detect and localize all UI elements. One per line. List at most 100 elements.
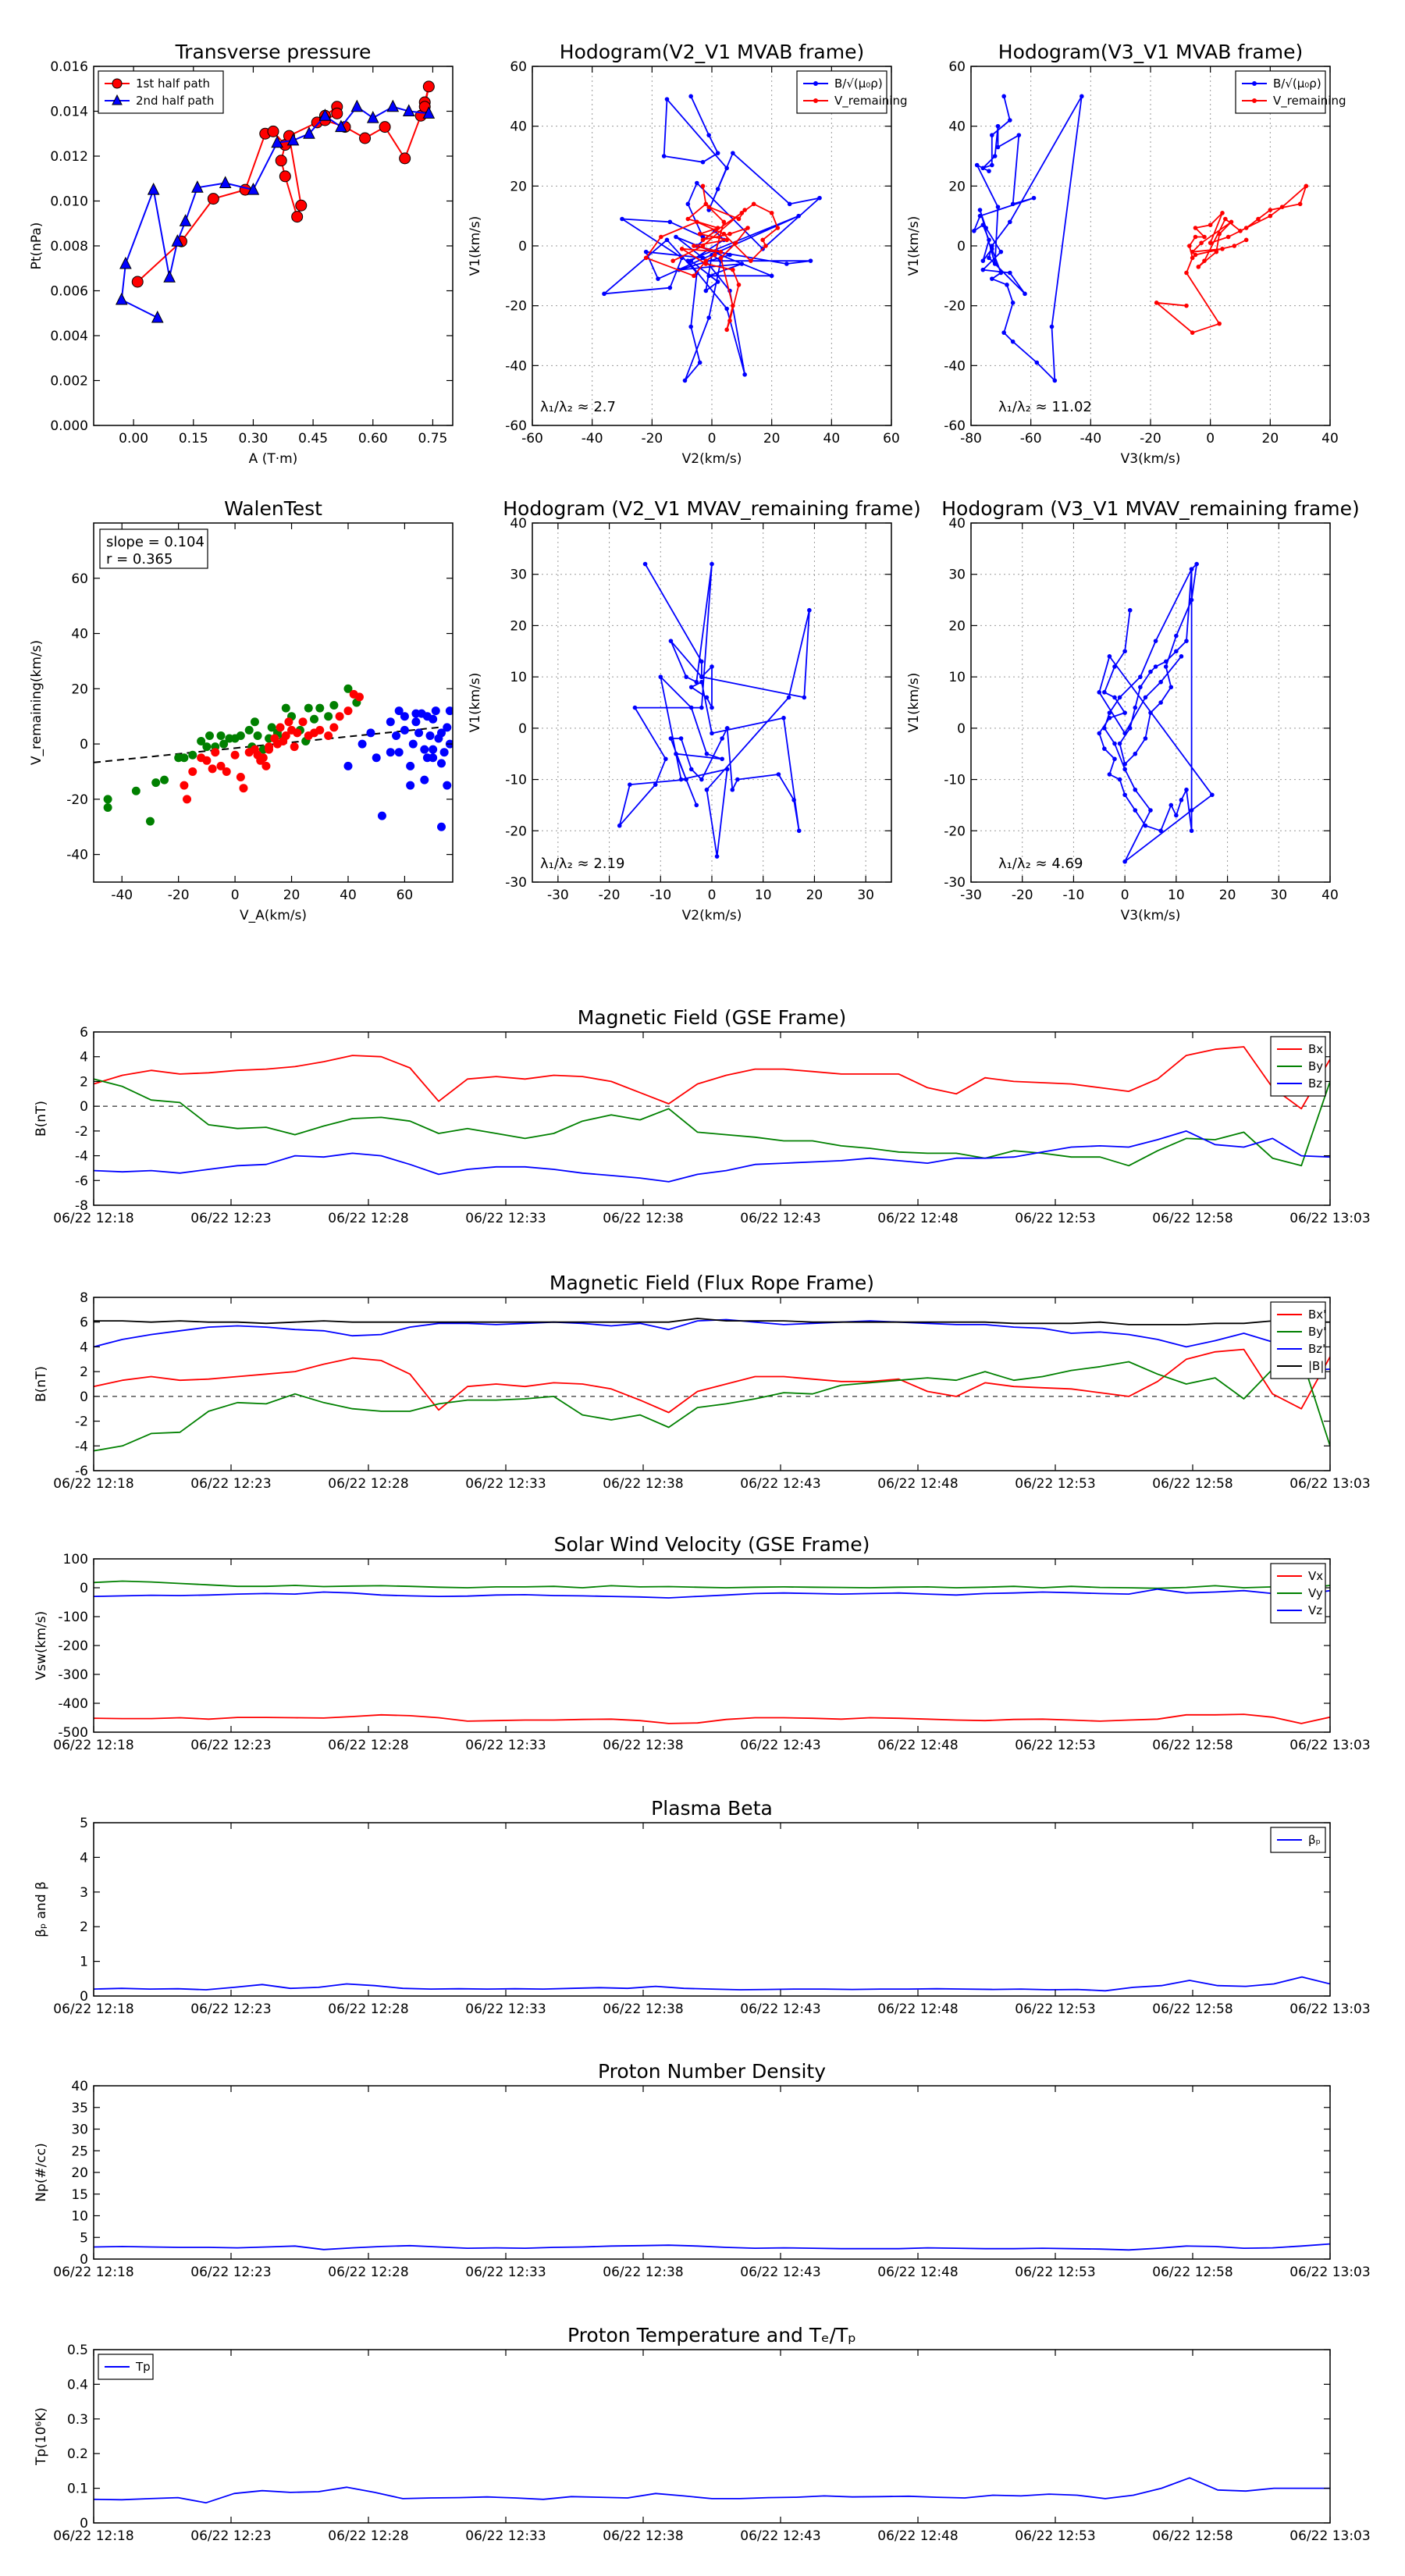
x-tick-label: 06/22 12:33 xyxy=(465,1211,546,1226)
x-tick-label: 06/22 12:28 xyxy=(328,1476,408,1492)
data-point xyxy=(1008,219,1012,225)
y-tick-label: 4 xyxy=(80,1340,88,1355)
data-point xyxy=(379,121,391,133)
data-point xyxy=(661,154,667,158)
x-tick-label: 06/22 12:48 xyxy=(877,1211,958,1226)
scatter-point xyxy=(267,723,276,732)
chart-h4: -30 -20 -10 0 10 20 30 40-30-20-10010203040Hodo… xyxy=(906,497,1360,923)
data-point xyxy=(1174,633,1179,639)
data-point xyxy=(1148,808,1153,813)
x-tick-label: 06/22 12:53 xyxy=(1015,1738,1095,1753)
data-point xyxy=(664,97,670,101)
data-point xyxy=(1229,219,1234,225)
y-tick-label: -20 xyxy=(944,299,966,315)
data-point xyxy=(643,249,649,254)
scatter-point xyxy=(261,761,271,770)
x-tick-label: 06/22 12:58 xyxy=(1152,2265,1232,2280)
x-tick-label: 0.00 xyxy=(119,431,148,447)
data-point xyxy=(1168,685,1174,690)
scatter-point xyxy=(343,706,353,716)
data-point xyxy=(987,169,991,173)
series-line xyxy=(94,1580,1330,1589)
y-tick-label: 35 xyxy=(71,2101,88,2116)
scatter-point xyxy=(406,761,415,770)
x-tick-label: -30 xyxy=(960,888,982,903)
data-point xyxy=(727,252,732,258)
legend-marker xyxy=(112,94,123,105)
scatter-point xyxy=(103,802,112,812)
y-tick-label: 0.4 xyxy=(67,2377,88,2393)
x-tick-label: 06/22 12:28 xyxy=(328,2265,408,2280)
y-tick-label: -6 xyxy=(75,1173,88,1189)
y-tick-label: 4 xyxy=(80,1050,88,1066)
data-point xyxy=(1232,244,1237,248)
legend-marker xyxy=(112,78,123,89)
data-point xyxy=(694,679,699,685)
data-point xyxy=(1220,247,1225,251)
x-tick-label: 06/22 13:03 xyxy=(1289,2001,1370,2017)
y-tick-label: -10 xyxy=(505,773,527,788)
chart-temp: 06/22 12:18 06/22 12:23 06/22 12:28 06/22 1… xyxy=(34,2324,1371,2544)
data-point xyxy=(704,695,710,700)
data-point xyxy=(733,240,738,245)
y-tick-label: -30 xyxy=(944,875,966,891)
data-point xyxy=(796,828,802,834)
data-point xyxy=(1189,567,1194,571)
data-point xyxy=(710,705,714,710)
data-point xyxy=(769,273,774,279)
scatter-point xyxy=(439,748,449,757)
data-point xyxy=(678,736,684,741)
data-point xyxy=(1034,360,1040,365)
x-tick-label: -60 xyxy=(1020,431,1042,447)
y-tick-label: 0.006 xyxy=(50,284,88,300)
data-point xyxy=(692,244,696,248)
y-tick-label: -20 xyxy=(505,824,527,839)
data-point xyxy=(1112,756,1117,762)
x-axis-label: V3(km/s) xyxy=(1121,451,1181,467)
x-tick-label: -10 xyxy=(1063,888,1085,903)
y-tick-label: 40 xyxy=(71,2079,88,2094)
data-point xyxy=(191,180,204,193)
x-tick-label: -40 xyxy=(1080,431,1101,447)
data-point xyxy=(1143,695,1148,700)
x-tick-label: 20 xyxy=(763,431,781,447)
plot-area xyxy=(94,1976,1330,1992)
y-tick-label: 30 xyxy=(71,2122,88,2138)
scatter-point xyxy=(411,717,421,727)
x-tick-label: 06/22 12:58 xyxy=(1152,1738,1232,1753)
x-tick-label: 06/22 12:38 xyxy=(603,1738,683,1753)
scatter-point xyxy=(329,723,339,732)
y-tick-label: -40 xyxy=(505,358,527,374)
chart-np: 06/22 12:18 06/22 12:23 06/22 12:28 06/22 1… xyxy=(34,2060,1371,2280)
data-point xyxy=(704,751,710,756)
data-point xyxy=(147,183,160,195)
legend-label: Vz xyxy=(1308,1603,1322,1617)
y-tick-label: 0.016 xyxy=(50,59,88,75)
y-tick-label: 60 xyxy=(510,59,527,75)
data-point xyxy=(972,229,976,233)
y-tick-label: -200 xyxy=(58,1638,88,1654)
x-axis-label: V_A(km/s) xyxy=(240,908,307,923)
x-tick-label: 06/22 12:23 xyxy=(190,2001,271,2017)
y-tick-label: 0.5 xyxy=(67,2343,88,2358)
scatter-point xyxy=(222,767,231,776)
chart-title: Hodogram (V2_V1 MVAV_remaining frame) xyxy=(503,497,921,520)
data-point xyxy=(1268,213,1273,219)
data-point xyxy=(171,234,184,247)
data-point xyxy=(668,736,674,741)
data-point xyxy=(995,144,1001,150)
data-point xyxy=(730,787,735,792)
x-tick-label: 06/22 12:48 xyxy=(877,2265,958,2280)
data-point xyxy=(1202,258,1207,263)
x-tick-label: -20 xyxy=(641,431,663,447)
data-point xyxy=(703,262,709,266)
x-tick-label: 06/22 12:23 xyxy=(190,2528,271,2544)
data-point xyxy=(602,291,606,297)
legend-marker xyxy=(1252,81,1257,86)
axes-frame xyxy=(970,522,1331,883)
data-point xyxy=(1194,561,1199,567)
data-point xyxy=(1238,229,1243,233)
x-tick-label: 06/22 12:33 xyxy=(465,2265,546,2280)
data-point xyxy=(350,99,364,112)
